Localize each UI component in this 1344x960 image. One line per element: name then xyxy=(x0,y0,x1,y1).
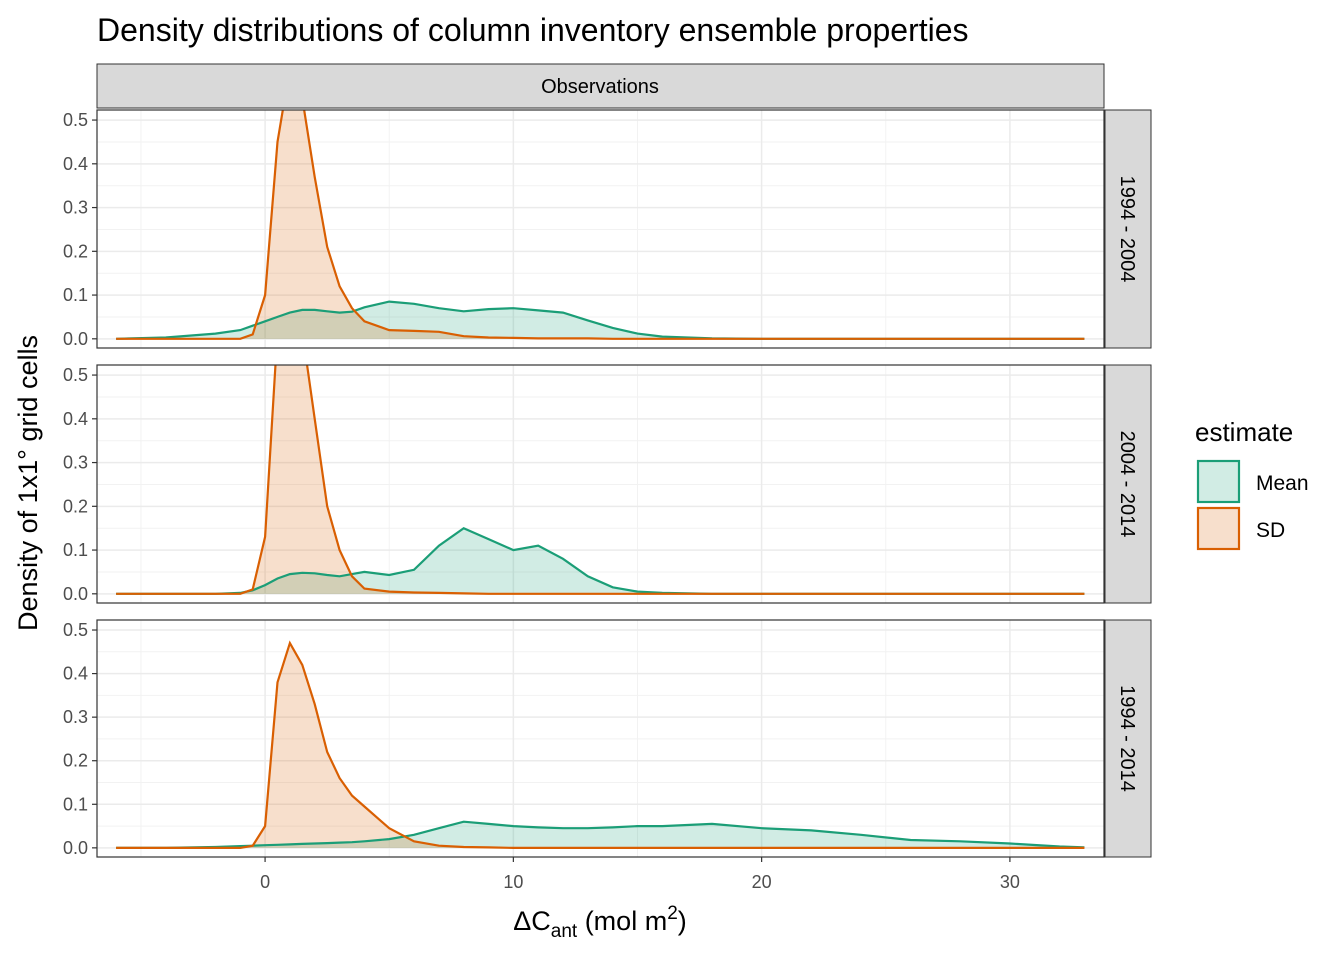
density-line xyxy=(116,820,1085,849)
density-area xyxy=(116,301,1085,339)
plot-area xyxy=(116,110,1085,340)
facet-label: Observations xyxy=(541,76,659,98)
density-area xyxy=(116,110,1085,339)
y-tick-label: 0.0 xyxy=(63,584,88,604)
x-title-sup: 2 xyxy=(667,903,678,924)
y-tick-label: 0.4 xyxy=(63,409,88,429)
legend-label: SD xyxy=(1256,519,1285,542)
y-tick-label: 0.0 xyxy=(63,329,88,349)
y-tick-label: 0.1 xyxy=(63,794,88,814)
x-title-unit: (mol m xyxy=(577,906,667,936)
y-tick-label: 0.4 xyxy=(63,154,88,174)
y-tick-label: 0.3 xyxy=(63,453,88,473)
x-tick-label: 20 xyxy=(752,872,772,892)
legend-label: Mean xyxy=(1256,472,1309,495)
y-tick-label: 0.5 xyxy=(63,110,88,130)
panel-border xyxy=(96,619,1105,858)
facet-strip xyxy=(1104,619,1152,858)
y-tick-label: 0.2 xyxy=(63,496,88,516)
legend-key xyxy=(1196,459,1241,504)
facet-label: 1994 - 2004 xyxy=(1116,176,1138,283)
y-tick-label: 0.4 xyxy=(63,664,88,684)
x-title-sub: ant xyxy=(551,921,578,942)
density-area xyxy=(116,365,1085,594)
chart-title: Density distributions of column inventor… xyxy=(97,12,969,48)
x-title-close: ) xyxy=(678,906,687,936)
y-tick-label: 0.2 xyxy=(63,241,88,261)
y-tick-label: 0.5 xyxy=(63,365,88,385)
legend-key xyxy=(1196,506,1241,551)
density-area xyxy=(116,821,1085,848)
plot-area xyxy=(116,365,1085,595)
plot-area xyxy=(116,640,1085,849)
y-axis-title: Density of 1x1° grid cells xyxy=(13,335,43,631)
density-area xyxy=(116,643,1085,848)
y-tick-label: 0.3 xyxy=(63,707,88,727)
y-tick-label: 0.3 xyxy=(63,198,88,218)
density-line xyxy=(116,640,1085,849)
x-tick-label: 30 xyxy=(1000,872,1020,892)
density-area xyxy=(116,528,1085,594)
panel-border xyxy=(96,109,1105,349)
legend-title: estimate xyxy=(1195,417,1293,447)
facet-label: 2004 - 2014 xyxy=(1116,431,1138,538)
y-tick-label: 0.0 xyxy=(63,838,88,858)
density-line xyxy=(116,110,1085,340)
x-axis-title: ΔCant (mol m2) xyxy=(513,903,687,942)
facet-strip xyxy=(1104,109,1152,349)
density-line xyxy=(116,365,1085,595)
facet-strip xyxy=(1104,364,1152,604)
panel-border xyxy=(96,364,1105,604)
facet-label: 1994 - 2014 xyxy=(1116,685,1138,792)
x-title-base: ΔC xyxy=(513,906,551,936)
x-tick-label: 10 xyxy=(503,872,523,892)
y-tick-label: 0.5 xyxy=(63,620,88,640)
y-tick-label: 0.1 xyxy=(63,540,88,560)
y-tick-label: 0.2 xyxy=(63,751,88,771)
facet-strip xyxy=(96,63,1105,109)
x-tick-label: 0 xyxy=(260,872,270,892)
y-tick-label: 0.1 xyxy=(63,285,88,305)
